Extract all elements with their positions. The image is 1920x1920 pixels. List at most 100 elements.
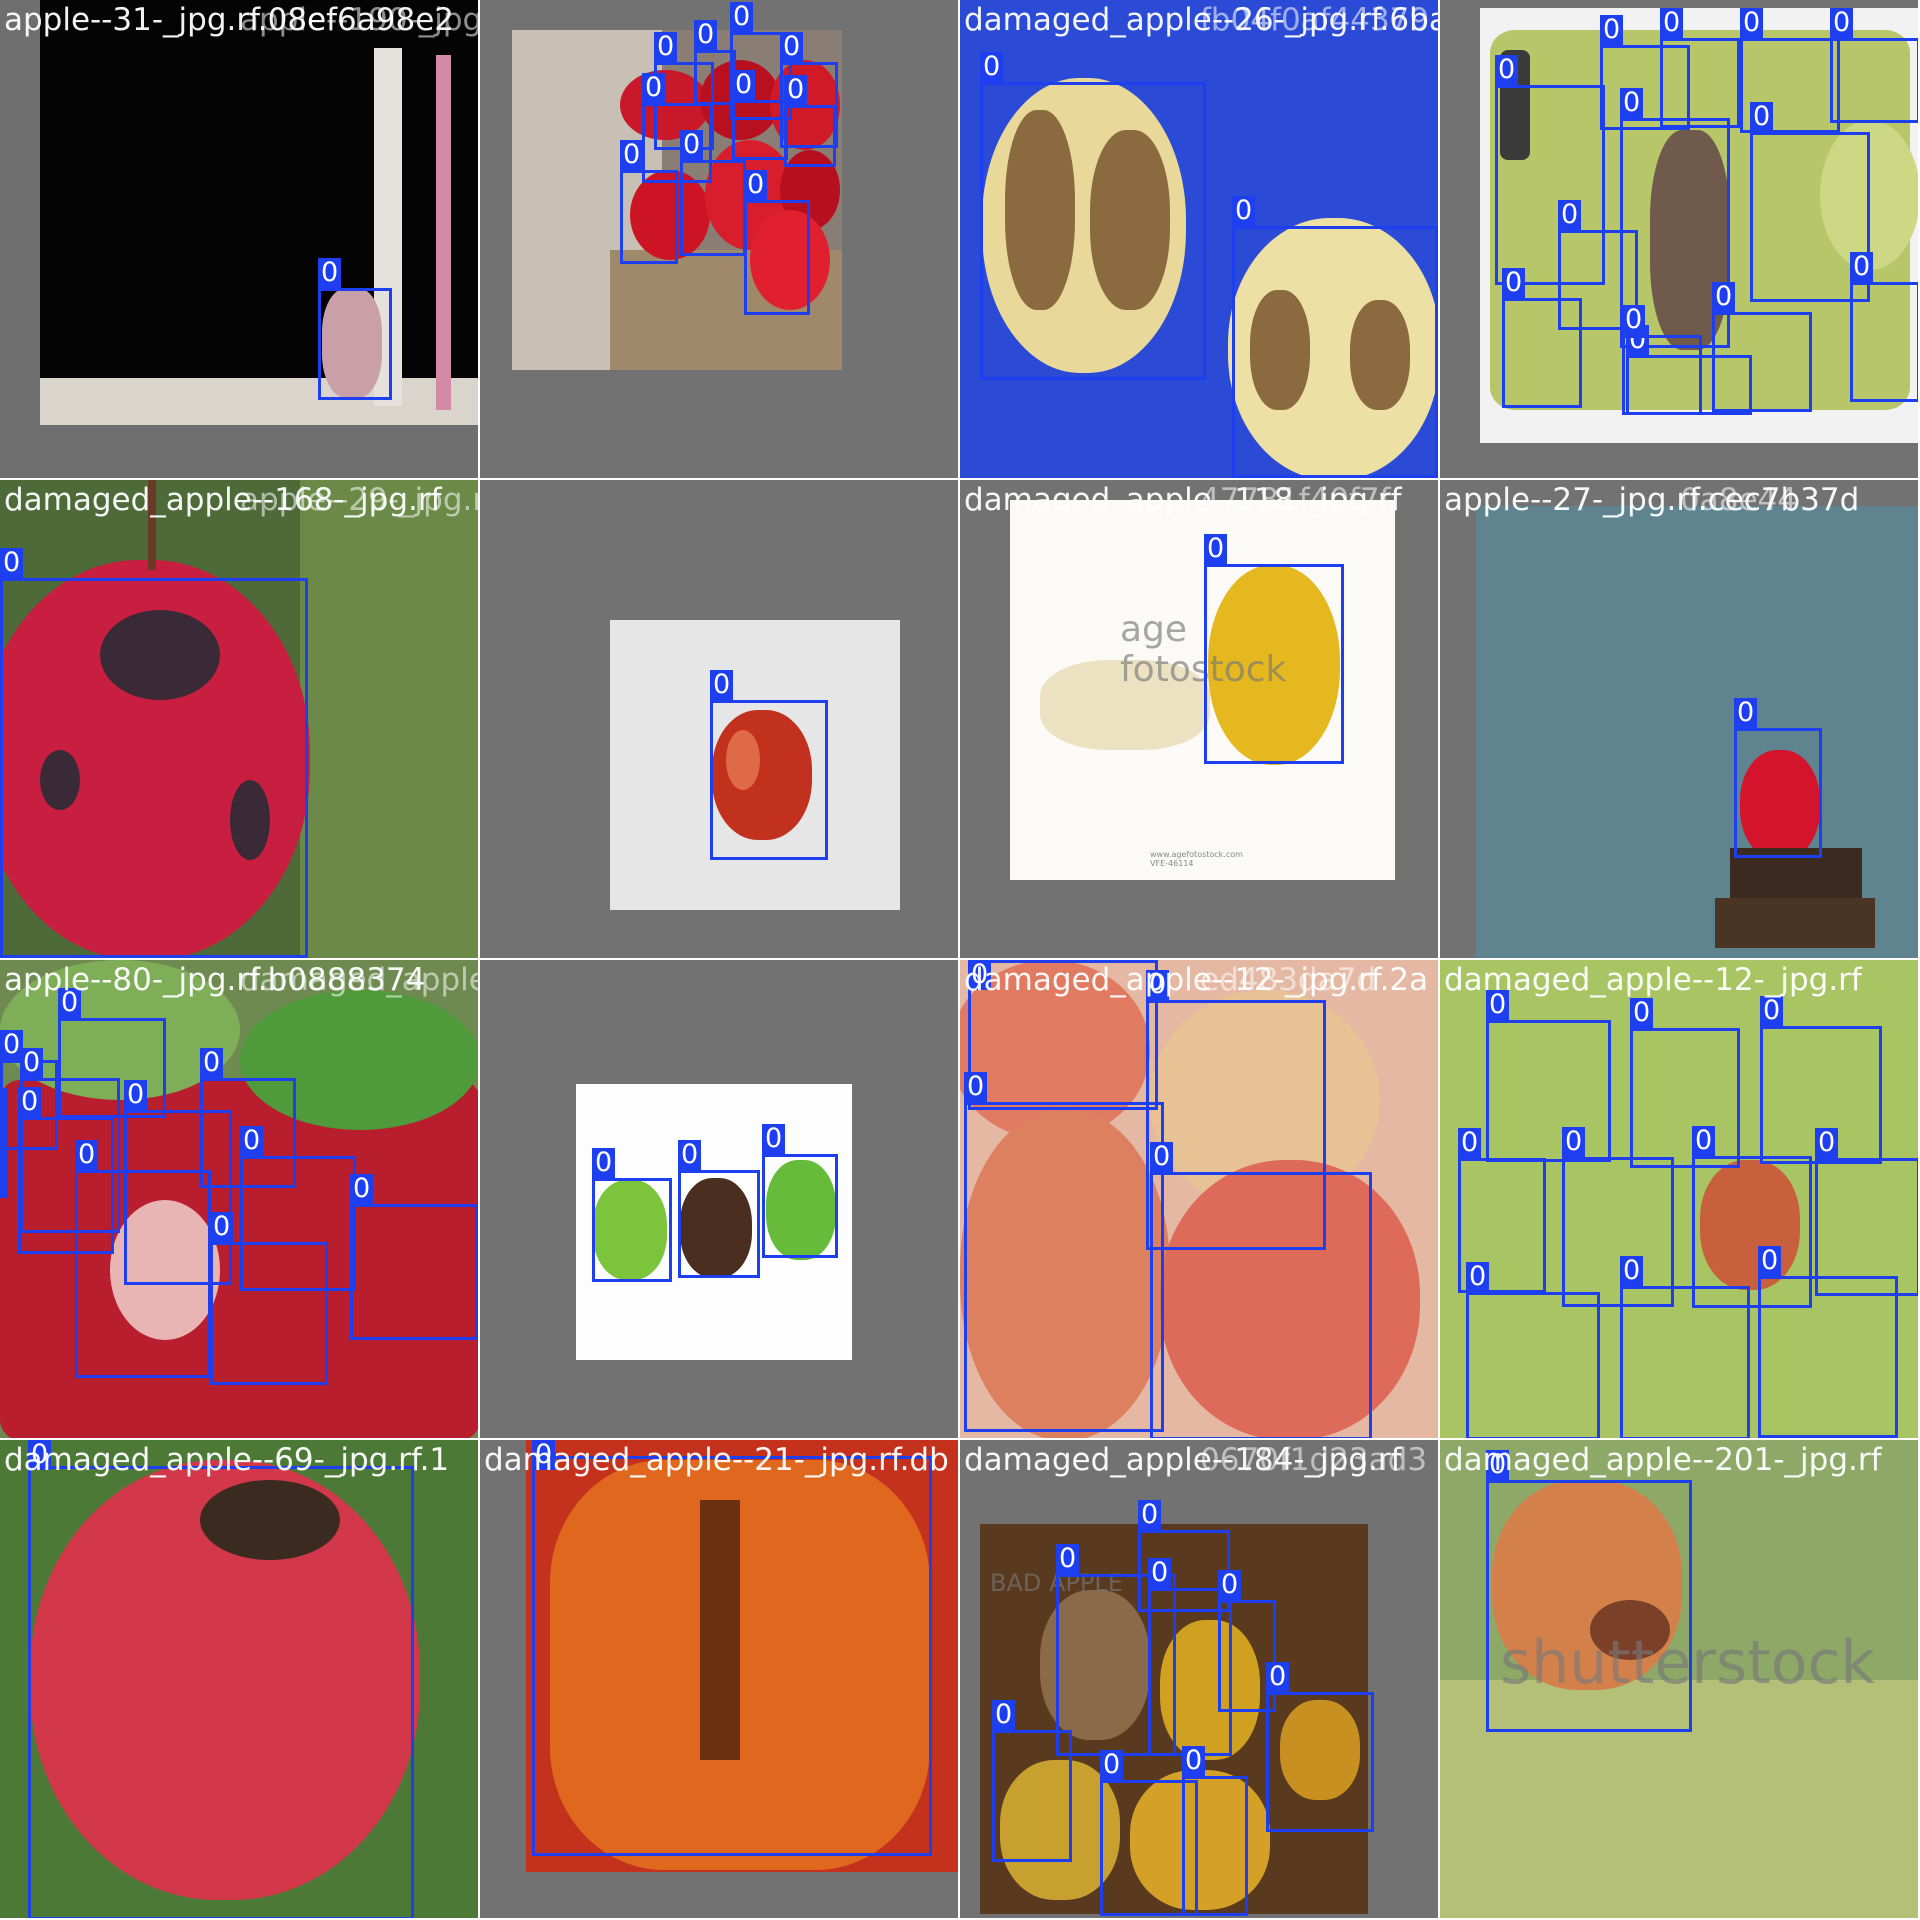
photo-shape bbox=[1005, 110, 1075, 310]
class-label: 0 bbox=[968, 960, 992, 990]
class-label: 0 bbox=[210, 1212, 234, 1242]
photo-shape bbox=[40, 750, 80, 810]
image-tile: 0 damaged_apple--21-_jpg.rf.db bbox=[480, 1440, 960, 1920]
bounding-box bbox=[744, 200, 810, 315]
class-label: 0 bbox=[620, 140, 644, 170]
bounding-box bbox=[20, 1078, 120, 1233]
image-tile: 0 0 0 0 0 0 0 0 0 0 apple--80-_jpg.rf.b0888374 dama… bbox=[0, 960, 480, 1440]
bounding-box bbox=[1495, 85, 1605, 285]
photo-shape bbox=[0, 1080, 478, 1438]
class-label: 0 bbox=[1100, 1750, 1124, 1780]
bounding-box bbox=[532, 1456, 932, 1856]
class-label: 0 bbox=[1138, 1500, 1162, 1530]
class-label: 0 bbox=[1458, 1128, 1482, 1158]
photo-shape bbox=[148, 480, 156, 570]
image-tile: 0 damaged_apple--69-_jpg.rf.1 bbox=[0, 1440, 480, 1920]
photo-shape bbox=[1280, 1700, 1360, 1800]
photo-shape bbox=[230, 780, 270, 860]
bounding-box bbox=[1712, 312, 1812, 412]
class-label: 0 bbox=[592, 1148, 616, 1178]
bounding-box bbox=[1830, 38, 1918, 123]
bounding-box bbox=[1740, 38, 1840, 133]
image-tile: shutterstock 0 damaged_apple--201-_jpg.rf bbox=[1440, 1440, 1920, 1920]
class-label: 0 bbox=[1232, 196, 1256, 226]
bounding-box bbox=[1486, 1480, 1692, 1732]
image-tile: 0 0 0 0 0 0 0 0 0 0 damaged_apple--12-_jpg.rf bbox=[1440, 960, 1920, 1440]
class-label: 0 bbox=[732, 70, 756, 100]
class-label: 0 bbox=[1266, 1662, 1290, 1692]
class-label: 0 bbox=[532, 1440, 556, 1470]
class-label: 0 bbox=[762, 1124, 786, 1154]
bounding-box bbox=[28, 1466, 414, 1918]
bounding-box bbox=[968, 960, 1158, 1110]
class-label: 0 bbox=[240, 1126, 264, 1156]
class-label: 0 bbox=[784, 75, 808, 105]
bounding-box bbox=[200, 1078, 296, 1188]
photo-shape bbox=[1440, 1680, 1918, 1918]
class-label: 0 bbox=[1815, 1128, 1839, 1158]
photo-shape bbox=[240, 990, 478, 1130]
bounding-box bbox=[240, 1156, 356, 1291]
class-label: 0 bbox=[1758, 1246, 1782, 1276]
bounding-box bbox=[1630, 1028, 1740, 1168]
photo-shape bbox=[726, 730, 760, 790]
class-label: 0 bbox=[20, 1048, 44, 1078]
class-label: 0 bbox=[350, 1174, 374, 1204]
class-label: 0 bbox=[1692, 1126, 1716, 1156]
class-label: 0 bbox=[678, 1140, 702, 1170]
bounding-box bbox=[0, 578, 308, 958]
class-label: 0 bbox=[1750, 102, 1774, 132]
bounding-box bbox=[18, 1117, 114, 1254]
photo-shape bbox=[0, 1088, 8, 1198]
image-tile: 0 damaged_apple--168-_jpg.rf apple--29-_jp… bbox=[0, 480, 480, 960]
bounding-box bbox=[75, 1170, 211, 1378]
bounding-box bbox=[680, 160, 746, 256]
class-label: 0 bbox=[1218, 1570, 1242, 1600]
class-label: 0 bbox=[1630, 998, 1654, 1028]
caption-text: www.agefotostock.com VFE-46114 bbox=[1150, 850, 1243, 868]
class-label: 0 bbox=[75, 1140, 99, 1170]
class-label: 0 bbox=[124, 1080, 148, 1110]
bounding-box bbox=[1750, 132, 1870, 302]
bounding-box bbox=[58, 1018, 166, 1118]
photo-shape bbox=[110, 1200, 220, 1340]
bounding-box bbox=[1734, 728, 1822, 858]
class-label: 0 bbox=[1486, 1450, 1510, 1480]
photo-shape bbox=[1740, 750, 1820, 860]
bounding-box bbox=[762, 1154, 838, 1258]
photo-shape bbox=[1715, 898, 1875, 948]
bounding-box bbox=[1182, 1776, 1248, 1916]
class-label: 0 bbox=[1830, 8, 1854, 38]
image-tile: 0 0 0 bbox=[480, 960, 960, 1440]
class-label: 0 bbox=[1660, 8, 1684, 38]
bounding-box bbox=[318, 288, 392, 400]
class-label: 0 bbox=[1620, 88, 1644, 118]
photo-shape bbox=[700, 1500, 740, 1760]
class-label: 0 bbox=[0, 548, 24, 578]
bounding-box bbox=[1486, 1020, 1611, 1162]
photo-shape bbox=[1090, 130, 1170, 310]
filename-overlap-label: 0670f1d23ad3 bbox=[1200, 1442, 1428, 1478]
bounding-box bbox=[710, 700, 828, 860]
class-label: 0 bbox=[318, 258, 342, 288]
image-tile: 0 apple--31-_jpg.rf.08ef6a98e2 apple--190-… bbox=[0, 0, 480, 480]
class-label: 0 bbox=[992, 1700, 1016, 1730]
class-label: 0 bbox=[730, 2, 754, 32]
photo-shape bbox=[1700, 1160, 1800, 1290]
photo-shape bbox=[750, 210, 830, 310]
class-label: 0 bbox=[694, 20, 718, 50]
bounding-box bbox=[1466, 1292, 1600, 1438]
bounding-box bbox=[1146, 1000, 1326, 1250]
class-label: 0 bbox=[18, 1087, 42, 1117]
image-tile: 00damaged_apple--26-_jpg.rf.6ba9dcfb04f0… bbox=[960, 0, 1440, 480]
bounding-box bbox=[980, 82, 1206, 380]
class-label: 0 bbox=[28, 1440, 52, 1470]
watermark-text: shutterstock bbox=[1500, 1628, 1876, 1698]
bounding-box bbox=[1692, 1156, 1812, 1308]
class-label: 0 bbox=[1182, 1746, 1206, 1776]
bounding-box bbox=[1758, 1276, 1898, 1438]
class-label: 0 bbox=[654, 32, 678, 62]
bounding-box bbox=[780, 62, 838, 148]
bounding-box bbox=[124, 1110, 232, 1285]
class-label: 0 bbox=[1502, 268, 1526, 298]
